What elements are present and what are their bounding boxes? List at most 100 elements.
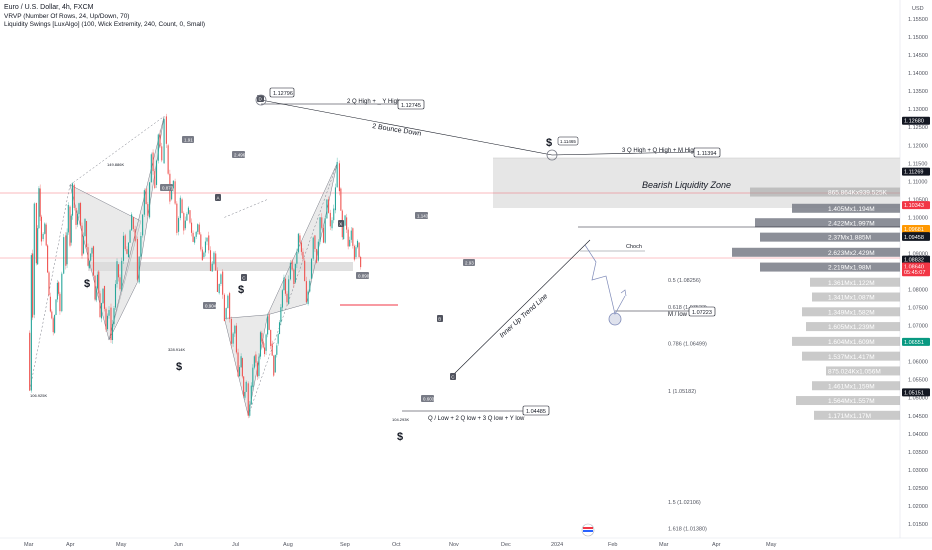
volume-label-5: 2.219Mx1.98M <box>828 265 871 272</box>
candle-body <box>186 213 188 221</box>
m-low-price-box <box>688 306 716 317</box>
candle-body <box>252 367 254 387</box>
candle-body <box>126 249 128 254</box>
candle-body <box>59 293 61 312</box>
candle-body <box>159 134 161 147</box>
candle-body <box>268 314 270 330</box>
dollar-5: $ <box>546 137 552 149</box>
indicator-liquidity-swings[interactable]: Liquidity Swings [LuxAlgo] (100, Wick Ex… <box>4 21 206 28</box>
target-circle <box>608 312 622 326</box>
candle-body <box>253 356 255 368</box>
price-tag-0 <box>902 116 930 125</box>
y-tick-11: 1.10000 <box>908 215 928 221</box>
candle-body <box>262 341 264 348</box>
price-tag-8 <box>902 268 930 277</box>
pattern-leg-2 <box>69 116 165 186</box>
y-tick-4: 1.13500 <box>908 89 928 95</box>
candle-body <box>218 283 220 294</box>
candle-body <box>314 235 316 250</box>
peak-price: 1.12796 <box>273 91 293 97</box>
candle-body <box>215 253 217 271</box>
y-tick-10: 1.10500 <box>908 197 928 203</box>
price-tag-9 <box>902 337 930 346</box>
dollar-2: $ <box>176 361 182 373</box>
candle-body <box>48 272 50 295</box>
y-tick-20: 1.05500 <box>908 378 928 384</box>
candle-body <box>82 236 85 254</box>
price-tag-3 <box>902 224 930 233</box>
candle-body <box>349 239 351 247</box>
volume-bar-3 <box>760 232 900 242</box>
candle-body <box>38 188 40 229</box>
y-tick-28: 1.01500 <box>908 522 928 528</box>
y-tick-5: 1.13000 <box>908 107 928 113</box>
candle-body <box>110 307 112 341</box>
volume-bar-10 <box>792 336 900 346</box>
candle-body <box>340 188 342 211</box>
candle-body <box>150 154 152 183</box>
candle-body <box>92 246 95 276</box>
candle-body <box>113 308 115 325</box>
swing-3: 2.496 <box>234 153 246 158</box>
candle-body <box>360 256 362 268</box>
candle-body <box>229 293 231 319</box>
candle-body <box>108 310 110 316</box>
candle-body <box>178 218 180 232</box>
candle-body <box>192 232 194 242</box>
y-tick-8: 1.11500 <box>908 161 927 167</box>
projection-arrow <box>620 289 627 297</box>
candle-body <box>119 277 121 290</box>
volume-bar-4 <box>732 247 900 257</box>
m-low-price: 1.07223 <box>692 310 712 316</box>
candle-body <box>213 252 215 264</box>
candle-body <box>201 249 203 261</box>
price-tag-label-10: 1.05151 <box>904 390 924 396</box>
candle-body <box>35 202 37 264</box>
candle-body <box>343 225 345 240</box>
candle-body <box>67 204 69 233</box>
volume-bar-7 <box>812 292 900 302</box>
projection-path <box>584 244 626 315</box>
volume-label-13: 1.461Mx1.159M <box>828 383 875 390</box>
event-icon[interactable] <box>581 523 595 537</box>
chart-title[interactable]: Euro / U.S. Dollar, 4h, FXCM <box>4 4 94 11</box>
bearish-zone-label: Bearish Liquidity Zone <box>642 180 731 190</box>
candle-body <box>117 264 120 278</box>
y-tick-7: 1.12000 <box>908 143 928 149</box>
price-tag-5 <box>902 232 930 241</box>
q3-high-price-box <box>693 147 721 158</box>
candle-body <box>45 224 47 246</box>
candle-body <box>259 332 262 357</box>
candle-body <box>291 260 293 270</box>
candle-body <box>140 235 142 257</box>
candle-body <box>204 241 207 253</box>
point-c-1: C <box>242 276 246 281</box>
candle-body <box>355 247 357 258</box>
candle-body <box>250 385 252 405</box>
candle-body <box>157 134 159 161</box>
candle-body <box>52 318 54 333</box>
volume-bar-13 <box>812 381 900 391</box>
candle-body <box>230 318 232 344</box>
fib-levels: 0.5 (1.08256) 0.618 (1.07522) 0.786 (1.064… <box>668 278 707 532</box>
volume-bar-0 <box>750 187 900 197</box>
candle-body <box>206 237 208 242</box>
candle-body <box>356 240 359 248</box>
y-tick-13: 1.09000 <box>908 251 928 257</box>
indicator-vrvp[interactable]: VRVP (Number Of Rows, 24, Up/Down, 70) <box>4 13 130 20</box>
q3-high-line <box>551 151 695 156</box>
vol-left-3: 328.914K <box>168 347 185 352</box>
candle-body <box>317 241 319 261</box>
candle-body <box>324 218 326 243</box>
candle-body <box>247 383 249 416</box>
candle-body <box>338 163 340 192</box>
y-tick-15: 1.08000 <box>908 288 928 294</box>
candle-body <box>88 260 90 268</box>
bearish-liquidity-zone <box>493 158 900 208</box>
volume-bar-2 <box>755 218 900 228</box>
candle-body <box>99 293 101 317</box>
candle-body <box>232 333 234 344</box>
y-tick-26: 1.02500 <box>908 486 928 492</box>
fib-label-0: 0.5 (1.08256) <box>668 278 701 284</box>
